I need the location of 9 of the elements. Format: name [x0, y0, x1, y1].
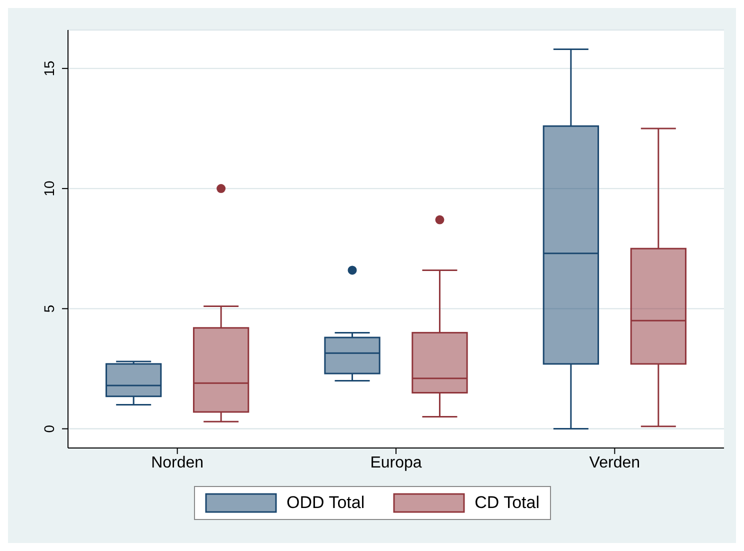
legend-label: CD Total: [474, 493, 540, 513]
x-tick-label: Europa: [370, 454, 422, 472]
legend-label: ODD Total: [286, 493, 365, 513]
y-tick-label: 15: [41, 60, 57, 76]
y-tick-label: 5: [41, 304, 57, 313]
x-tick-label: Norden: [151, 454, 204, 472]
y-tick-label: 0: [41, 424, 57, 433]
x-tick-label: Verden: [589, 454, 640, 472]
y-tick-label: 10: [41, 180, 57, 196]
